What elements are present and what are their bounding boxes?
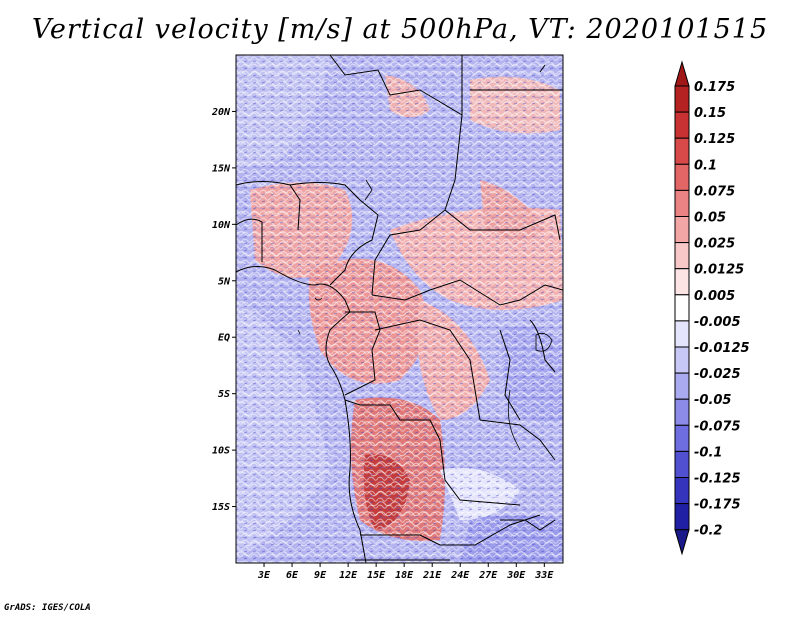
colorbar-swatch: [674, 268, 690, 296]
colorbar-label: 0.175: [694, 80, 735, 95]
colorbar-swatch: [674, 189, 690, 217]
lon-tick-label: 6E: [286, 570, 299, 581]
colorbar-label: -0.025: [694, 367, 741, 382]
colorbar-label: -0.175: [694, 498, 741, 513]
lat-tick-label: 20N: [211, 107, 231, 118]
latitude-axis: 20N 15N 10N 5N EQ 5S 10S 15S: [211, 107, 236, 513]
lat-tick-label: 5S: [218, 389, 230, 400]
colorbar-swatch: [674, 294, 690, 322]
colorbar-label: 0.1: [694, 158, 717, 173]
lat-tick-label: EQ: [218, 333, 230, 344]
colorbar-swatch: [674, 529, 690, 556]
lon-tick-label: 33E: [534, 570, 554, 581]
lat-tick-label: 10S: [212, 446, 230, 457]
colorbar-swatch: [674, 137, 690, 165]
colorbar-label: -0.05: [694, 393, 731, 408]
lon-tick-label: 9E: [314, 570, 327, 581]
vertical-velocity-field: [236, 55, 563, 563]
colorbar-label: -0.0125: [694, 341, 750, 356]
colorbar-swatch: [674, 398, 690, 426]
colorbar-swatch: [674, 320, 690, 348]
colorbar-swatch: [674, 242, 690, 270]
lat-tick-label: 5N: [218, 276, 231, 287]
colorbar-label: 0.005: [694, 289, 735, 304]
colorbar: 0.175 0.15 0.125 0.1 0.075 0.05 0.025 0.0125 0.0…: [674, 60, 750, 556]
lat-tick-label: 15S: [212, 502, 230, 513]
lon-tick-label: 21E: [422, 570, 442, 581]
colorbar-label: -0.005: [694, 315, 741, 330]
lon-tick-label: 15E: [367, 570, 386, 581]
lon-tick-label: 12E: [339, 570, 358, 581]
colorbar-label: -0.1: [694, 445, 722, 460]
colorbar-label: 0.025: [694, 237, 735, 252]
colorbar-swatch: [674, 216, 690, 244]
colorbar-label: 0.125: [694, 132, 735, 147]
lat-tick-label: 15N: [212, 163, 231, 174]
colorbar-swatch: [674, 163, 690, 191]
lon-tick-label: 3E: [257, 570, 271, 581]
lon-tick-label: 24E: [450, 570, 470, 581]
colorbar-swatch: [674, 503, 690, 531]
colorbar-label: 0.0125: [694, 263, 744, 278]
lon-tick-label: 27E: [478, 570, 498, 581]
grads-credit: GrADS: IGES/COLA: [4, 603, 91, 613]
colorbar-swatch: [674, 346, 690, 374]
colorbar-swatch: [674, 85, 690, 113]
colorbar-swatch: [674, 450, 690, 478]
colorbar-swatch: [674, 477, 690, 505]
colorbar-label: -0.075: [694, 419, 741, 434]
colorbar-label: -0.2: [694, 524, 722, 539]
colorbar-label: 0.05: [694, 211, 726, 226]
colorbar-label: 0.075: [694, 184, 735, 199]
colorbar-swatch: [674, 111, 690, 139]
lat-tick-label: 10N: [212, 220, 231, 231]
colorbar-swatch: [674, 424, 690, 452]
map-frame: [235, 54, 564, 564]
colorbar-swatch: [674, 60, 690, 87]
colorbar-label: 0.15: [694, 106, 726, 121]
longitude-axis: 3E 6E 9E 12E 15E 18E 21E 24E 27E 30E 33E: [257, 563, 554, 581]
map-title: Vertical velocity [m/s] at 500hPa, VT: 2…: [31, 14, 769, 45]
colorbar-swatch: [674, 372, 690, 400]
lon-tick-label: 30E: [506, 570, 526, 581]
colorbar-label: -0.125: [694, 472, 741, 487]
lon-tick-label: 18E: [395, 570, 414, 581]
